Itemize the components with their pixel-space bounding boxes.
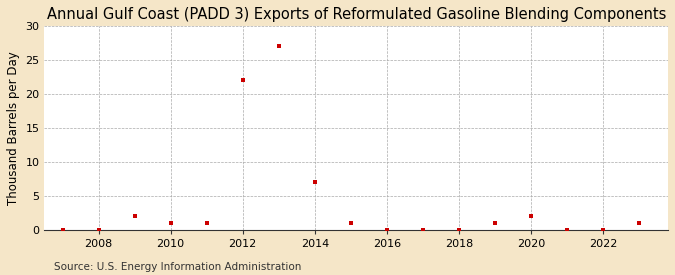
- Point: [129, 214, 140, 218]
- Point: [309, 180, 320, 185]
- Title: Annual Gulf Coast (PADD 3) Exports of Reformulated Gasoline Blending Components: Annual Gulf Coast (PADD 3) Exports of Re…: [47, 7, 666, 22]
- Point: [454, 228, 464, 232]
- Point: [381, 228, 392, 232]
- Text: Source: U.S. Energy Information Administration: Source: U.S. Energy Information Administ…: [54, 262, 301, 272]
- Point: [598, 228, 609, 232]
- Point: [165, 221, 176, 225]
- Point: [346, 221, 356, 225]
- Point: [57, 228, 68, 232]
- Point: [489, 221, 500, 225]
- Y-axis label: Thousand Barrels per Day: Thousand Barrels per Day: [7, 51, 20, 205]
- Point: [93, 228, 104, 232]
- Point: [273, 44, 284, 48]
- Point: [201, 221, 212, 225]
- Point: [418, 228, 429, 232]
- Point: [238, 78, 248, 82]
- Point: [562, 228, 572, 232]
- Point: [634, 221, 645, 225]
- Point: [526, 214, 537, 218]
